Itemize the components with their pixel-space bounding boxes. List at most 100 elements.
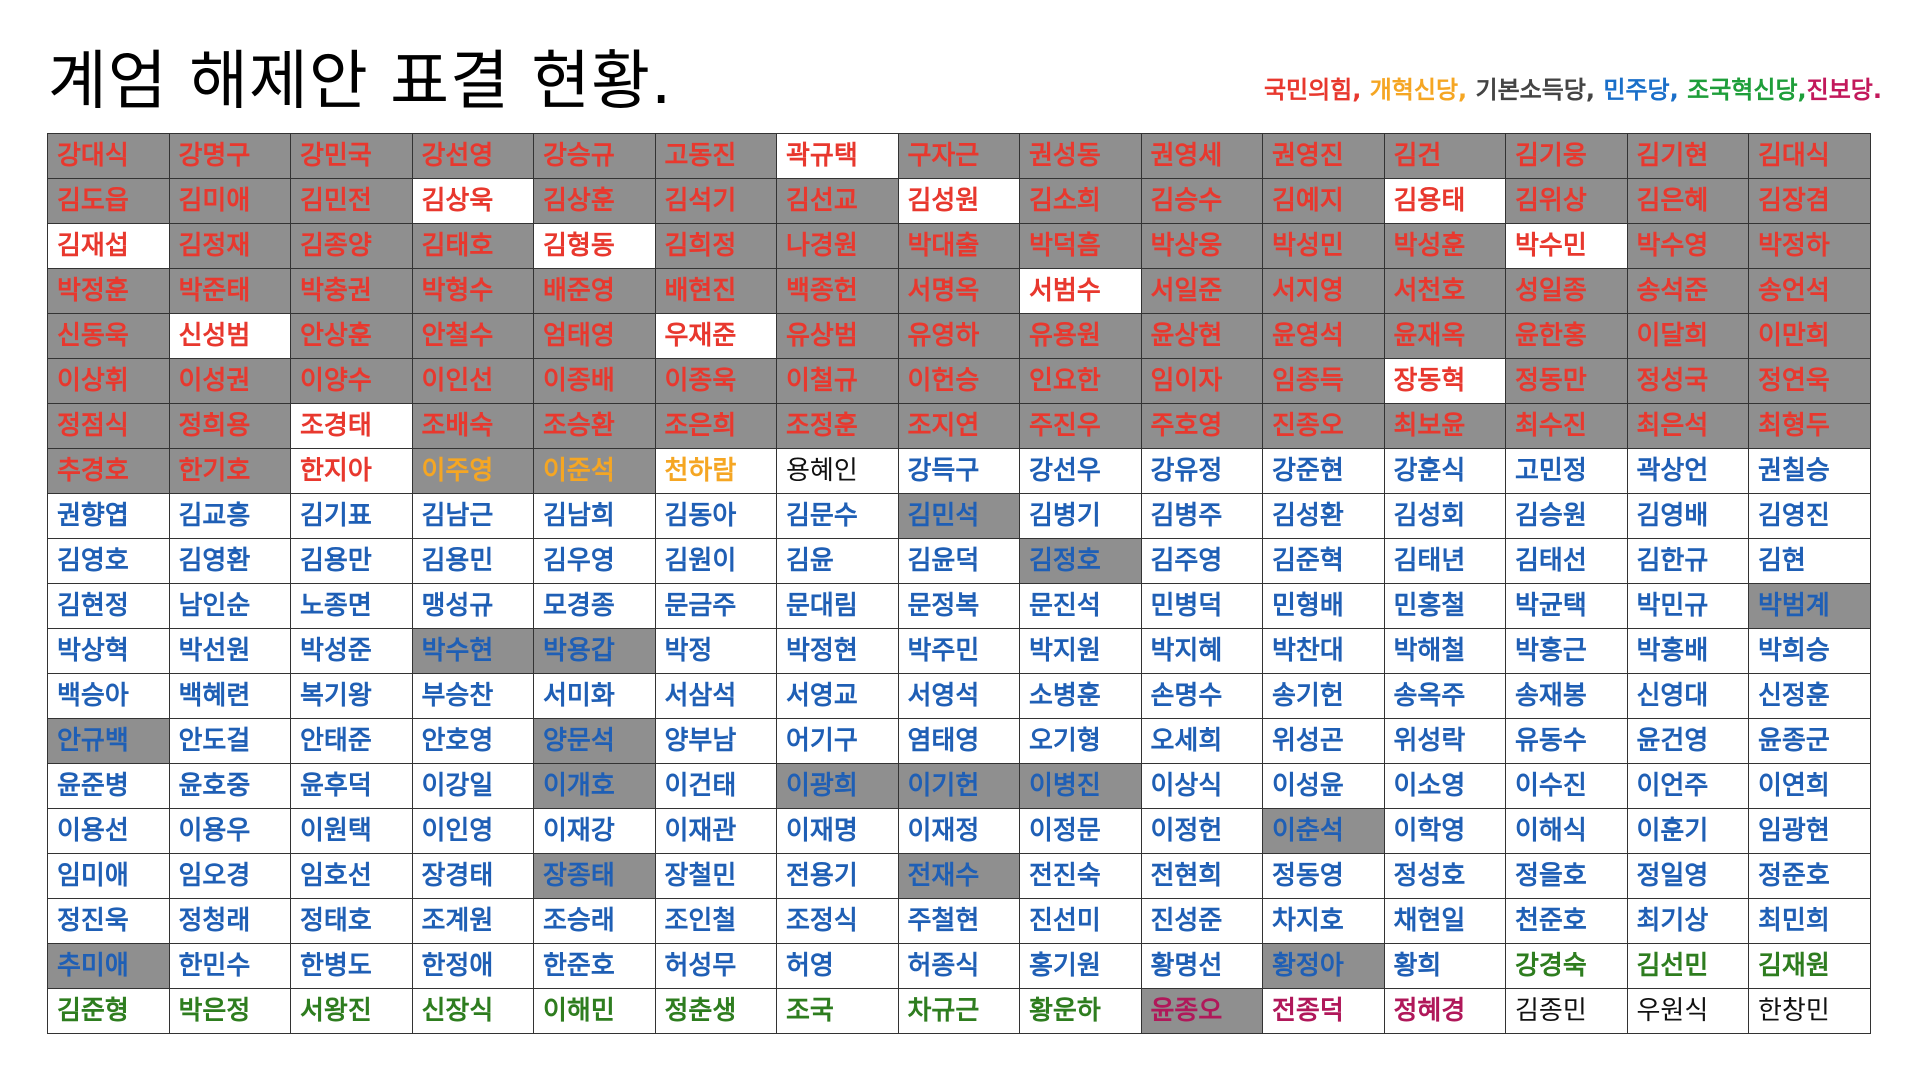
member-cell: 윤종오 — [1140, 988, 1263, 1034]
member-cell: 백승아 — [47, 673, 170, 719]
member-cell: 김미애 — [168, 178, 291, 224]
member-cell: 이양수 — [290, 358, 413, 404]
member-cell: 한기호 — [168, 448, 291, 494]
member-cell: 김기현 — [1626, 133, 1749, 179]
member-cell: 조은희 — [654, 403, 777, 449]
member-cell: 이수진 — [1505, 763, 1628, 809]
member-cell: 위성곤 — [1262, 718, 1385, 764]
member-cell: 노종면 — [290, 583, 413, 629]
member-cell: 주호영 — [1140, 403, 1263, 449]
member-cell: 서일준 — [1140, 268, 1263, 314]
member-cell: 이언주 — [1626, 763, 1749, 809]
member-cell: 박용갑 — [533, 628, 656, 674]
member-cell: 진종오 — [1262, 403, 1385, 449]
member-cell: 조배숙 — [411, 403, 534, 449]
member-cell: 조정식 — [776, 898, 899, 944]
member-cell: 차규근 — [897, 988, 1020, 1034]
member-cell: 권영세 — [1140, 133, 1263, 179]
member-cell: 김예지 — [1262, 178, 1385, 224]
member-cell: 박수민 — [1505, 223, 1628, 269]
member-cell: 김소희 — [1019, 178, 1142, 224]
page-title: 계엄 해제안 표결 현황. — [48, 45, 673, 119]
member-cell: 서명옥 — [897, 268, 1020, 314]
member-cell: 이병진 — [1019, 763, 1142, 809]
member-cell: 권향엽 — [47, 493, 170, 539]
member-cell: 홍기원 — [1019, 943, 1142, 989]
member-cell: 문진석 — [1019, 583, 1142, 629]
member-cell: 김남근 — [411, 493, 534, 539]
member-cell: 송재봉 — [1505, 673, 1628, 719]
table-row: 정진욱 정청래 정태호 조계원 조승래 조인철 조정식 주철현 진선미 진성준 차지호 채현일 천준호 최… — [47, 898, 1871, 944]
member-cell: 백종헌 — [776, 268, 899, 314]
member-cell: 김태년 — [1383, 538, 1506, 584]
member-cell: 박상웅 — [1140, 223, 1263, 269]
member-cell: 김상욱 — [411, 178, 534, 224]
member-cell: 장철민 — [654, 853, 777, 899]
member-cell: 권성동 — [1019, 133, 1142, 179]
member-cell: 조정훈 — [776, 403, 899, 449]
member-cell: 임오경 — [168, 853, 291, 899]
member-cell: 김도읍 — [47, 178, 170, 224]
member-cell: 정동영 — [1262, 853, 1385, 899]
member-cell: 김용만 — [290, 538, 413, 584]
member-cell: 김용민 — [411, 538, 534, 584]
member-cell: 전재수 — [897, 853, 1020, 899]
member-cell: 김현 — [1748, 538, 1871, 584]
table-row: 박상혁 박선원 박성준 박수현 박용갑 박정 박정현 박주민 박지원 박지혜 박찬대 박해철 박홍근 박홍… — [47, 628, 1871, 674]
member-cell: 박균택 — [1505, 583, 1628, 629]
member-cell: 주철현 — [897, 898, 1020, 944]
member-cell: 문대림 — [776, 583, 899, 629]
table-row: 김현정 남인순 노종면 맹성규 모경종 문금주 문대림 문정복 문진석 민병덕 민형배 민홍철 박균택 박… — [47, 583, 1871, 629]
member-cell: 박범계 — [1748, 583, 1871, 629]
member-cell: 김대식 — [1748, 133, 1871, 179]
member-cell: 허종식 — [897, 943, 1020, 989]
member-cell: 김정호 — [1019, 538, 1142, 584]
member-cell: 박해철 — [1383, 628, 1506, 674]
table-row: 정점식 정희용 조경태 조배숙 조승환 조은희 조정훈 조지연 주진우 주호영 진종오 최보윤 최수진 최… — [47, 403, 1871, 449]
legend-item: 민주당, — [1595, 76, 1679, 104]
member-cell: 강민국 — [290, 133, 413, 179]
member-cell: 이용선 — [47, 808, 170, 854]
table-row: 백승아 백혜련 복기왕 부승찬 서미화 서삼석 서영교 서영석 소병훈 손명수 송기헌 송옥주 송재봉 신… — [47, 673, 1871, 719]
member-cell: 김성원 — [897, 178, 1020, 224]
member-cell: 오기형 — [1019, 718, 1142, 764]
member-cell: 최민희 — [1748, 898, 1871, 944]
member-cell: 박성훈 — [1383, 223, 1506, 269]
legend-item: 조국혁신당, — [1678, 76, 1807, 104]
member-cell: 최형두 — [1748, 403, 1871, 449]
member-cell: 정태호 — [290, 898, 413, 944]
member-cell: 이기헌 — [897, 763, 1020, 809]
member-cell: 김원이 — [654, 538, 777, 584]
member-cell: 정일영 — [1626, 853, 1749, 899]
member-cell: 어기구 — [776, 718, 899, 764]
member-cell: 인요한 — [1019, 358, 1142, 404]
member-cell: 신성범 — [168, 313, 291, 359]
member-cell: 박상혁 — [47, 628, 170, 674]
member-cell: 김준형 — [47, 988, 170, 1034]
party-legend: 국민의힘, 개혁신당, 기본소득당, 민주당, 조국혁신당,진보당. — [1264, 70, 1882, 105]
member-cell: 소병훈 — [1019, 673, 1142, 719]
member-cell: 윤상현 — [1140, 313, 1263, 359]
member-cell: 정점식 — [47, 403, 170, 449]
member-cell: 안도걸 — [168, 718, 291, 764]
table-row: 신동욱 신성범 안상훈 안철수 엄태영 우재준 유상범 유영하 유용원 윤상현 윤영석 윤재옥 윤한홍 이… — [47, 313, 1871, 359]
table-row: 추미애 한민수 한병도 한정애 한준호 허성무 허영 허종식 홍기원 황명선 황정아 황희 강경숙 김선민… — [47, 943, 1871, 989]
member-cell: 정희용 — [168, 403, 291, 449]
member-cell: 박수현 — [411, 628, 534, 674]
member-cell: 강명구 — [168, 133, 291, 179]
member-cell: 윤후덕 — [290, 763, 413, 809]
member-cell: 구자근 — [897, 133, 1020, 179]
member-cell: 황운하 — [1019, 988, 1142, 1034]
member-cell: 강유정 — [1140, 448, 1263, 494]
table-row: 김도읍 김미애 김민전 김상욱 김상훈 김석기 김선교 김성원 김소희 김승수 김예지 김용태 김위상 김… — [47, 178, 1871, 224]
member-cell: 곽규택 — [776, 133, 899, 179]
member-cell: 허영 — [776, 943, 899, 989]
member-cell: 최기상 — [1626, 898, 1749, 944]
member-cell: 박성민 — [1262, 223, 1385, 269]
member-cell: 박정하 — [1748, 223, 1871, 269]
member-cell: 남인순 — [168, 583, 291, 629]
member-cell: 강승규 — [533, 133, 656, 179]
member-cell: 김남희 — [533, 493, 656, 539]
member-cell: 배준영 — [533, 268, 656, 314]
member-cell: 정진욱 — [47, 898, 170, 944]
